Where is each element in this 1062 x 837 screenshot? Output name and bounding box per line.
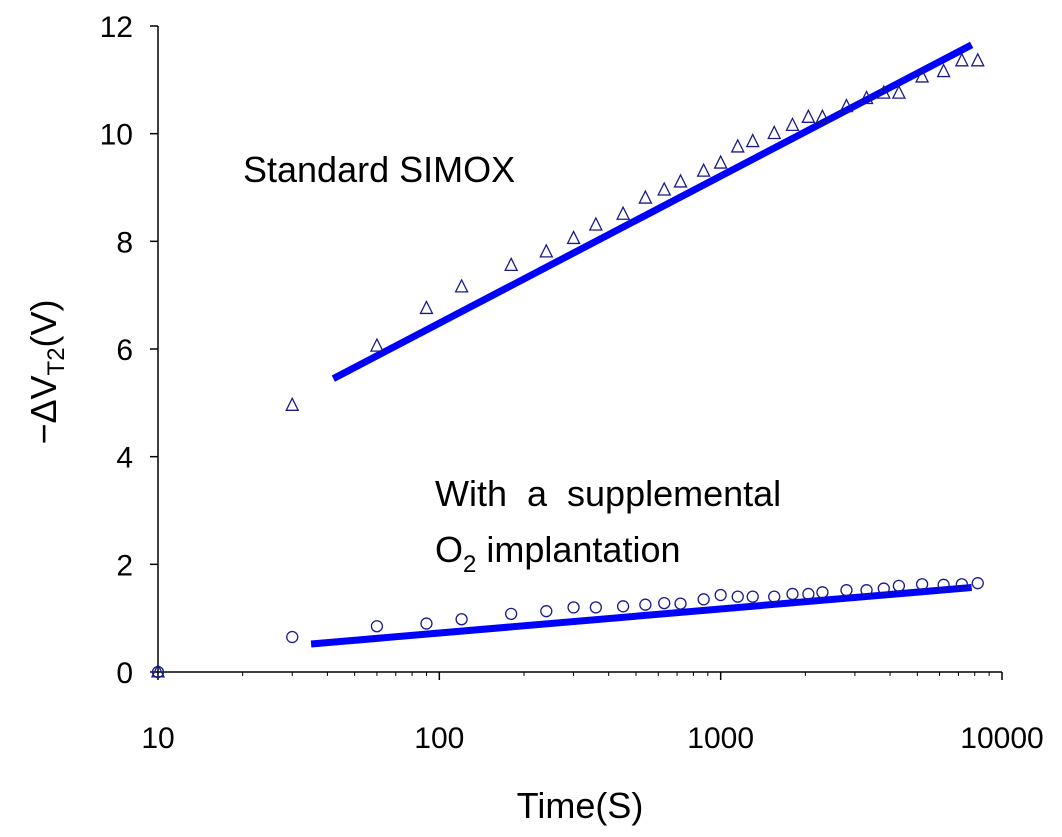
triangle-point [745,133,760,148]
y-axis-title-main: −ΔV [23,375,64,444]
circle-point [286,630,299,644]
triangle-point [419,299,434,315]
triangle-point [730,138,745,153]
annotation-subscript-2: 2 [463,551,476,578]
annotation-supplemental-line2: O2 implantation [435,529,681,578]
circle-point [860,584,873,597]
circle-point [697,593,710,606]
circle-point [955,578,969,591]
triangle-point [839,98,854,113]
triangle-point [638,189,653,204]
triangle-point [150,663,166,678]
axes [157,26,1002,673]
triangle-point [369,337,384,352]
x-tick-label: 1000 [687,722,754,755]
triangle-point [539,243,554,258]
annotation-o-label: O [435,529,463,570]
triangle-point [616,205,631,220]
annotation-implantation-label: implantation [476,529,680,570]
triangle-point [566,229,581,245]
circle-point [504,607,518,621]
circle-point [420,617,433,630]
triangle-point [801,108,816,123]
x-ticks: 10 100 1000 10000 [141,672,1044,755]
data-markers [150,52,985,679]
x-axis-title: Time(S) [517,785,644,826]
circle-point [589,601,602,614]
fit-line-1 [331,41,974,382]
triangle-point [954,52,969,67]
circle-point [639,598,652,611]
circle-point [892,579,906,593]
triangle-point [891,84,906,99]
triangle-point [915,68,930,83]
circle-point [731,590,744,603]
triangle-point [785,116,800,132]
circle-point [540,605,553,618]
triangle-point [696,162,711,177]
y-tick-label: 8 [116,226,133,259]
triangle-point [815,108,830,123]
y-tick-label: 4 [116,442,133,475]
circle-point [816,586,829,599]
circle-point [915,578,929,591]
circle-point [877,582,890,595]
circle-point [786,587,799,601]
y-axis-title-subscript: T2 [43,347,70,375]
y-axis-title: −ΔVT2(V) [23,299,70,444]
circle-point [616,600,630,613]
x-tick-label: 100 [414,722,464,755]
circle-point [768,590,781,603]
circle-point [370,620,384,633]
triangle-point [970,52,985,67]
triangle-point [588,216,603,231]
circle-point [674,597,687,610]
circle-point [714,588,727,602]
triangle-point [454,278,469,293]
y-tick-label: 10 [100,119,133,152]
annotation-supplemental-line1: With a supplemental [435,473,781,514]
fit-lines [310,41,974,648]
x-tick-label: 10 [141,722,174,755]
x-tick-label: 10000 [960,722,1043,755]
y-axis-title-suffix: (V) [23,299,64,347]
y-tick-label: 2 [116,549,133,582]
circle-point [746,590,759,603]
annotation-standard-simox: Standard SIMOX [243,149,515,190]
triangle-point [859,90,874,105]
circle-point [567,601,580,614]
circle-point [151,665,165,679]
triangle-point [504,256,519,272]
triangle-point [713,154,728,169]
triangle-point [767,125,782,140]
y-ticks: 0 2 4 6 8 10 12 [100,11,158,690]
y-tick-label: 12 [100,11,133,44]
y-tick-label: 6 [116,334,133,367]
triangle-point [285,396,300,411]
circle-point [455,613,468,626]
y-tick-label: 0 [116,657,133,690]
circle-point [802,587,815,601]
fit-line-2 [310,583,972,648]
circle-point [971,577,984,590]
triangle-point [657,181,672,196]
triangle-point [936,63,951,78]
triangle-point [876,84,891,99]
circle-point [840,584,853,597]
circle-point [658,596,671,610]
circle-point [937,578,950,591]
triangle-point [673,173,688,188]
